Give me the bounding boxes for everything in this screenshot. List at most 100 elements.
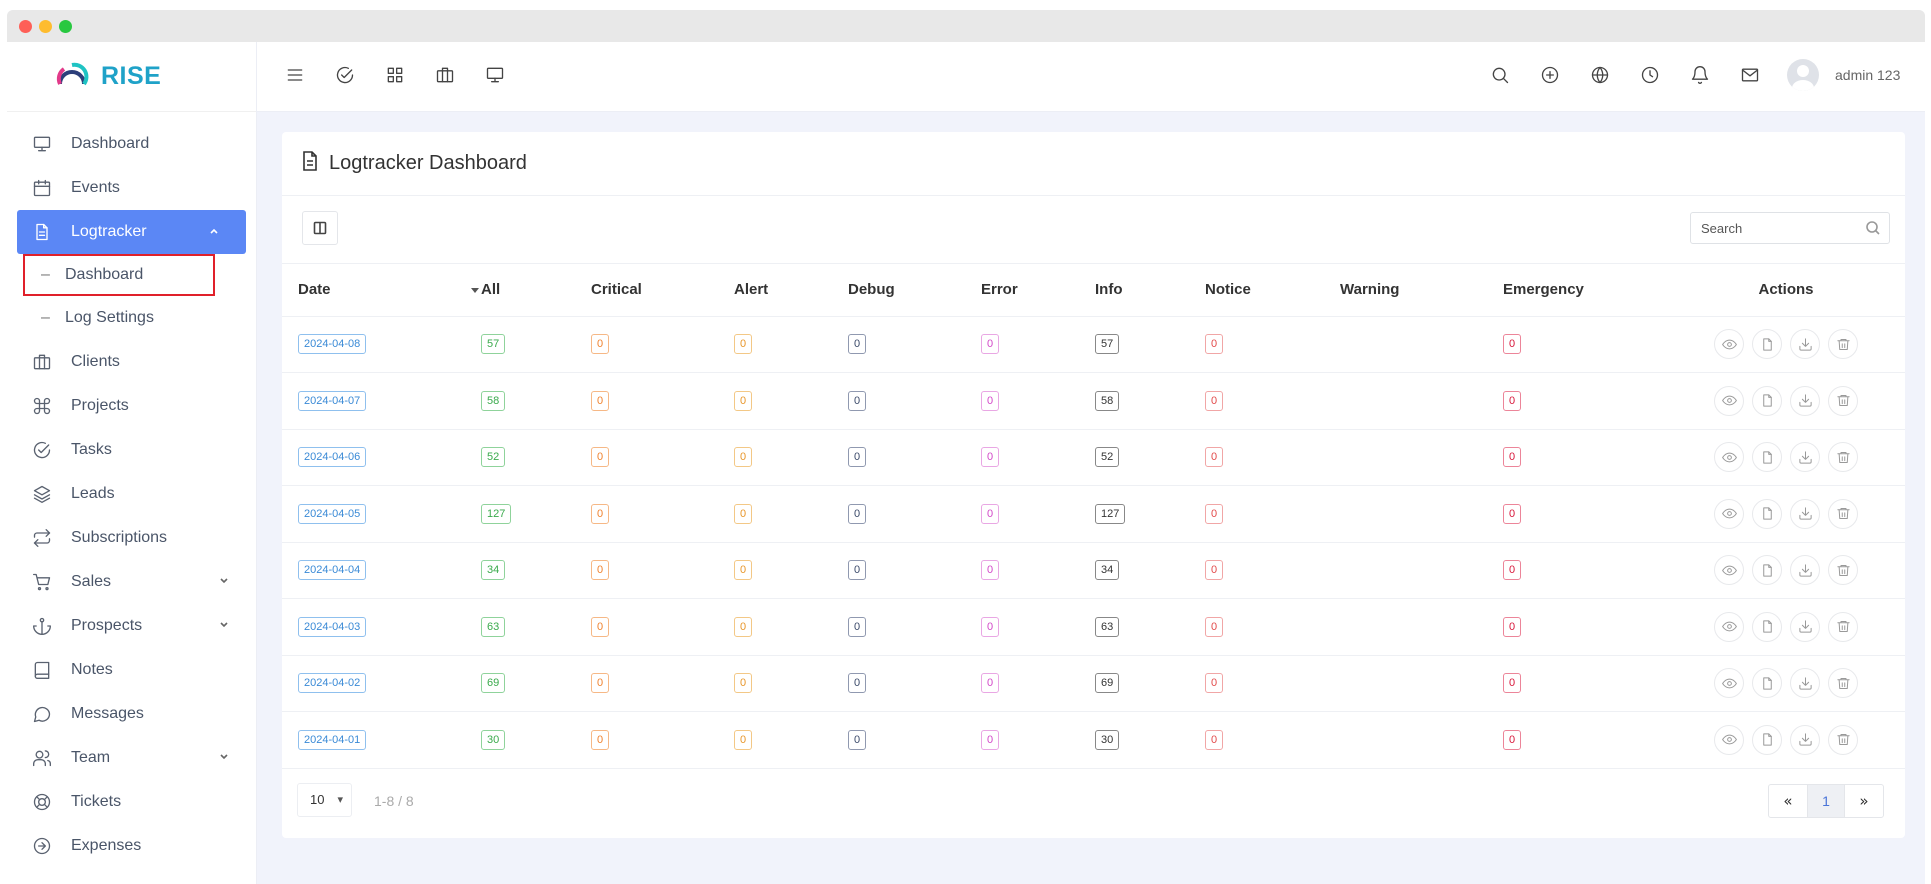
date-badge[interactable]: 2024-04-02 [298, 673, 367, 694]
sidebar-item-team[interactable]: Team [7, 736, 256, 780]
eye-action-button[interactable] [1714, 442, 1744, 473]
trash-action-button[interactable] [1828, 442, 1858, 473]
table-toolbar [282, 196, 1905, 264]
file-action-button[interactable] [1752, 555, 1782, 586]
file-text-icon [31, 221, 53, 243]
brand[interactable]: RISE [7, 42, 256, 112]
eye-action-button[interactable] [1714, 498, 1744, 529]
sidebar-item-sales[interactable]: Sales [7, 560, 256, 604]
column-header-all[interactable]: All [481, 264, 591, 317]
download-action-button[interactable] [1790, 498, 1820, 529]
clock-icon[interactable] [1640, 65, 1662, 87]
chevron-up-icon [208, 224, 220, 236]
download-action-button[interactable] [1790, 385, 1820, 416]
date-badge[interactable]: 2024-04-05 [298, 503, 367, 524]
column-toggle-button[interactable] [302, 211, 338, 245]
page-size-select[interactable]: 10 [297, 782, 352, 817]
eye-action-button[interactable] [1714, 668, 1744, 699]
avatar[interactable] [1787, 59, 1819, 91]
emergency-count-badge: 0 [1503, 334, 1522, 355]
file-action-button[interactable] [1752, 442, 1782, 473]
close-window-button[interactable] [19, 20, 32, 33]
eye-action-button[interactable] [1714, 611, 1744, 642]
menu-icon[interactable] [285, 65, 307, 87]
plus-circle-icon[interactable] [1540, 65, 1562, 87]
last-page-button[interactable]: » [1859, 791, 1869, 810]
date-badge[interactable]: 2024-04-03 [298, 616, 367, 637]
file-action-button[interactable] [1752, 385, 1782, 416]
bell-icon[interactable] [1690, 65, 1712, 87]
trash-action-button[interactable] [1828, 611, 1858, 642]
date-badge[interactable]: 2024-04-07 [298, 390, 367, 411]
sidebar-item-tickets[interactable]: Tickets [7, 780, 256, 824]
sidebar-subitem-logtracker-dashboard[interactable]: – Dashboard [23, 254, 215, 296]
download-action-button[interactable] [1790, 442, 1820, 473]
file-action-button[interactable] [1752, 668, 1782, 699]
sidebar-subitem-log-settings[interactable]: – Log Settings [41, 309, 154, 326]
maximize-window-button[interactable] [59, 20, 72, 33]
column-header-info[interactable]: Info [1095, 264, 1205, 317]
briefcase-icon[interactable] [435, 65, 457, 87]
user-name[interactable]: admin 123 [1835, 67, 1901, 83]
page-button-current[interactable]: 1 [1807, 784, 1845, 817]
notice-count-badge: 0 [1205, 729, 1224, 750]
date-badge[interactable]: 2024-04-04 [298, 560, 367, 581]
table-row: 2024-04-08 57 0 0 0 0 57 0 0 [282, 316, 1905, 373]
sidebar-item-clients[interactable]: Clients [7, 340, 256, 384]
sidebar-item-events[interactable]: Events [7, 166, 256, 210]
file-action-button[interactable] [1752, 329, 1782, 360]
date-badge[interactable]: 2024-04-08 [298, 334, 367, 355]
sidebar-item-leads[interactable]: Leads [7, 472, 256, 516]
search-icon[interactable] [1490, 65, 1512, 87]
eye-action-button[interactable] [1714, 724, 1744, 755]
debug-count-badge: 0 [848, 673, 867, 694]
eye-action-button[interactable] [1714, 555, 1744, 586]
emergency-count-badge: 0 [1503, 560, 1522, 581]
column-header-error[interactable]: Error [981, 264, 1095, 317]
trash-action-button[interactable] [1828, 668, 1858, 699]
column-header-debug[interactable]: Debug [848, 264, 981, 317]
file-action-button[interactable] [1752, 724, 1782, 755]
sidebar-item-messages[interactable]: Messages [7, 692, 256, 736]
date-badge[interactable]: 2024-04-01 [298, 729, 367, 750]
date-badge[interactable]: 2024-04-06 [298, 447, 367, 468]
sidebar-item-subscriptions[interactable]: Subscriptions [7, 516, 256, 560]
monitor-icon[interactable] [485, 65, 507, 87]
check-circle-icon[interactable] [335, 65, 357, 87]
download-action-button[interactable] [1790, 329, 1820, 360]
globe-icon[interactable] [1590, 65, 1612, 87]
column-header-critical[interactable]: Critical [591, 264, 734, 317]
search-input[interactable] [1690, 212, 1890, 244]
trash-action-button[interactable] [1828, 724, 1858, 755]
eye-action-button[interactable] [1714, 329, 1744, 360]
column-header-warning[interactable]: Warning [1340, 264, 1503, 317]
download-action-button[interactable] [1790, 611, 1820, 642]
sidebar-item-prospects[interactable]: Prospects [7, 604, 256, 648]
sidebar: RISE Dashboard Events Logtracker – Dashb… [7, 42, 257, 884]
first-page-button[interactable]: « [1783, 791, 1793, 810]
download-action-button[interactable] [1790, 555, 1820, 586]
column-header-emergency[interactable]: Emergency [1503, 264, 1667, 317]
grid-icon[interactable] [385, 65, 407, 87]
column-header-alert[interactable]: Alert [734, 264, 848, 317]
file-action-button[interactable] [1752, 498, 1782, 529]
info-count-badge: 52 [1095, 447, 1120, 468]
sidebar-item-expenses[interactable]: Expenses [7, 824, 256, 868]
column-header-notice[interactable]: Notice [1205, 264, 1340, 317]
file-action-button[interactable] [1752, 611, 1782, 642]
minimize-window-button[interactable] [39, 20, 52, 33]
trash-action-button[interactable] [1828, 555, 1858, 586]
sidebar-item-projects[interactable]: Projects [7, 384, 256, 428]
trash-action-button[interactable] [1828, 329, 1858, 360]
sidebar-item-dashboard[interactable]: Dashboard [7, 122, 256, 166]
download-action-button[interactable] [1790, 724, 1820, 755]
trash-action-button[interactable] [1828, 498, 1858, 529]
sidebar-item-notes[interactable]: Notes [7, 648, 256, 692]
download-action-button[interactable] [1790, 668, 1820, 699]
column-header-date[interactable]: Date [282, 264, 481, 317]
eye-action-button[interactable] [1714, 385, 1744, 416]
sidebar-item-tasks[interactable]: Tasks [7, 428, 256, 472]
sidebar-item-logtracker[interactable]: Logtracker [17, 210, 246, 254]
trash-action-button[interactable] [1828, 385, 1858, 416]
mail-icon[interactable] [1740, 65, 1762, 87]
